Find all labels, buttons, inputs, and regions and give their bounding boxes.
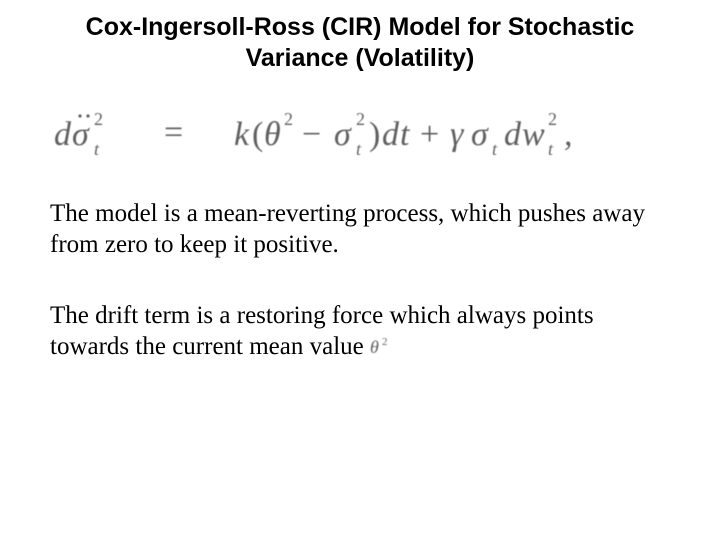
svg-text:γ: γ <box>450 116 465 153</box>
svg-text:2: 2 <box>356 109 365 129</box>
svg-text:2: 2 <box>284 109 293 129</box>
slide-title: Cox-Ingersoll-Ross (CIR) Model for Stoch… <box>40 12 680 75</box>
svg-text:2: 2 <box>94 109 103 129</box>
slide: Cox-Ingersoll-Ross (CIR) Model for Stoch… <box>0 0 720 540</box>
svg-text:d: d <box>54 116 72 153</box>
svg-text:2: 2 <box>382 336 388 348</box>
cir-equation: d σ t 2 = k ( θ 2 − <box>54 103 680 164</box>
svg-text:t: t <box>492 139 498 159</box>
svg-text:k: k <box>234 116 250 153</box>
paragraph-2: The drift term is a restoring force whic… <box>50 300 670 366</box>
svg-text:2: 2 <box>548 109 557 129</box>
svg-text:t: t <box>356 139 362 159</box>
svg-text:t: t <box>94 139 100 159</box>
equation-lhs: d σ t 2 <box>54 105 124 161</box>
svg-text:t: t <box>548 139 554 159</box>
svg-text:σ: σ <box>334 116 352 153</box>
svg-text:σ: σ <box>471 116 489 153</box>
equation-equals: = <box>164 103 194 164</box>
svg-text:d: d <box>382 116 400 153</box>
svg-text:w: w <box>522 116 545 153</box>
svg-text:−: − <box>302 116 321 153</box>
svg-text:): ) <box>369 116 380 153</box>
svg-text:,: , <box>564 116 573 153</box>
svg-text:=: = <box>164 114 183 151</box>
paragraph-2-text: The drift term is a restoring force whic… <box>50 302 594 360</box>
title-line-1: Cox-Ingersoll-Ross (CIR) Model for Stoch… <box>86 13 635 41</box>
svg-text:d: d <box>504 116 522 153</box>
svg-text:θ: θ <box>370 337 379 357</box>
title-line-2: Variance (Volatility) <box>246 44 475 72</box>
svg-text:(: ( <box>252 116 263 153</box>
paragraph-1: The model is a mean-reverting process, w… <box>50 198 670 261</box>
svg-text:t: t <box>400 116 411 153</box>
svg-text:θ: θ <box>264 116 281 153</box>
svg-text:+: + <box>420 116 439 153</box>
equation-rhs: k ( θ 2 − σ t 2 ) d t + γ σ t d w <box>234 105 664 161</box>
theta-squared-icon: θ2 <box>370 334 394 365</box>
svg-text:σ: σ <box>72 116 90 153</box>
